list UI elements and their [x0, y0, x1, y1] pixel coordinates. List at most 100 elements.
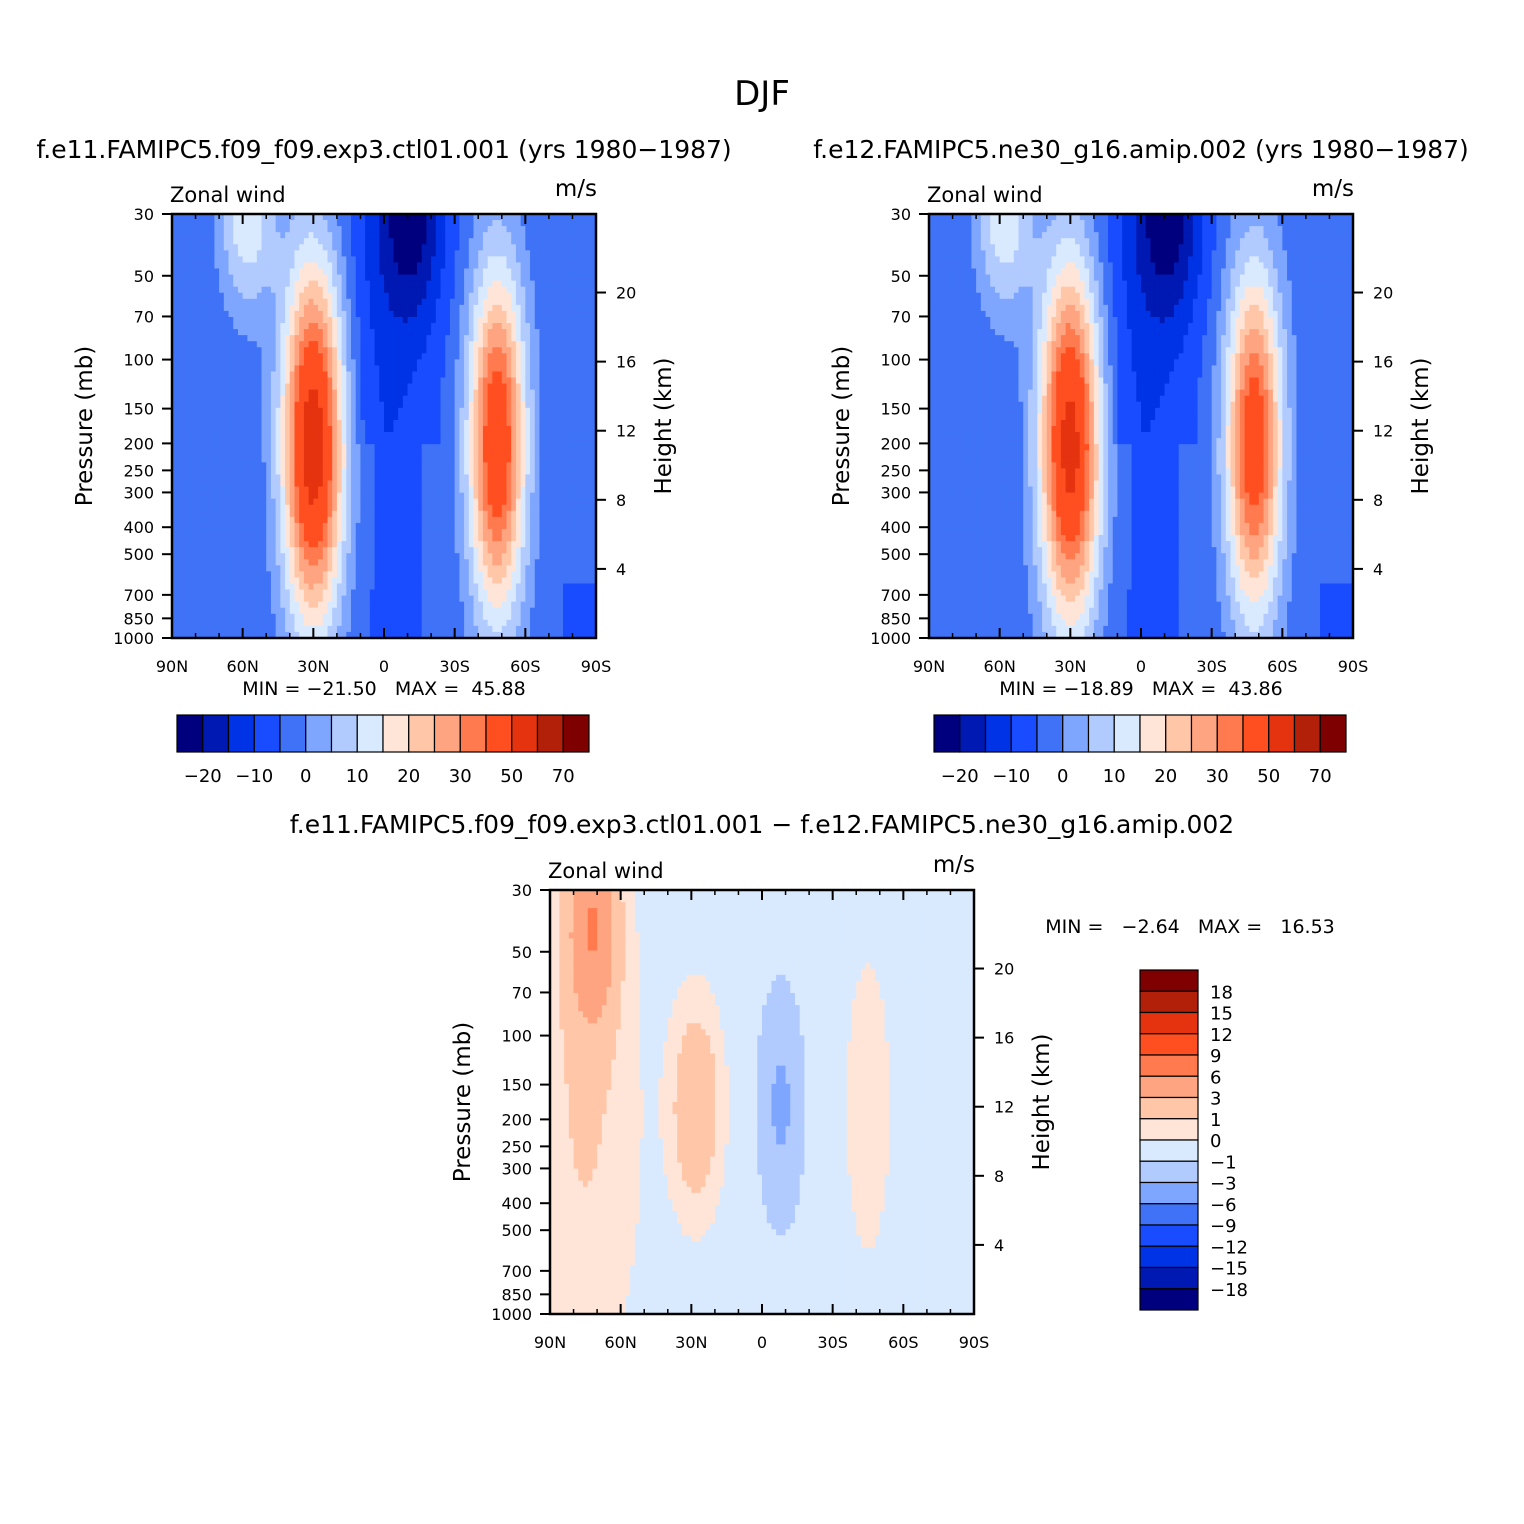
contour-cell — [243, 408, 248, 415]
contour-cell — [196, 523, 201, 530]
contour-cell — [393, 269, 398, 276]
contour-cell — [299, 281, 304, 288]
contour-cell — [572, 468, 577, 475]
contour-cell — [478, 341, 483, 348]
contour-cell — [375, 450, 380, 457]
contour-cell — [177, 426, 182, 433]
contour-cell — [408, 226, 413, 233]
contour-cell — [280, 535, 285, 542]
contour-cell — [384, 353, 389, 360]
contour-cell — [417, 293, 422, 300]
contour-cell — [408, 414, 413, 421]
contour-cell — [229, 305, 234, 312]
contour-cell — [384, 481, 389, 488]
contour-cell — [582, 408, 587, 415]
contour-cell — [577, 408, 582, 415]
contour-cell — [478, 390, 483, 397]
contour-cell — [332, 347, 337, 354]
contour-cell — [214, 499, 219, 506]
contour-cell — [525, 287, 530, 294]
contour-cell — [205, 511, 210, 518]
contour-cell — [313, 353, 318, 360]
contour-cell — [285, 311, 290, 318]
contour-cell — [563, 299, 568, 306]
contour-cell — [276, 511, 281, 518]
contour-cell — [455, 402, 460, 409]
contour-cell — [497, 390, 502, 397]
contour-cell — [445, 493, 450, 500]
contour-cell — [262, 269, 267, 276]
contour-cell — [502, 341, 507, 348]
contour-cell — [360, 317, 365, 324]
contour-cell — [342, 378, 347, 385]
contour-cell — [530, 262, 535, 269]
contour-cell — [313, 299, 318, 306]
contour-cell — [516, 414, 521, 421]
contour-cell — [417, 505, 422, 512]
contour-cell — [332, 523, 337, 530]
contour-cell — [511, 402, 516, 409]
contour-cell — [525, 499, 530, 506]
contour-cell — [483, 244, 488, 251]
contour-cell — [224, 329, 229, 336]
contour-cell — [370, 250, 375, 257]
contour-cell — [474, 505, 479, 512]
contour-cell — [554, 275, 559, 282]
contour-cell — [200, 305, 205, 312]
contour-cell — [177, 511, 182, 518]
contour-cell — [186, 547, 191, 554]
contour-cell — [483, 481, 488, 488]
contour-cell — [327, 220, 332, 227]
contour-cell — [252, 456, 257, 463]
contour-cell — [252, 335, 257, 342]
contour-cell — [200, 293, 205, 300]
contour-cell — [417, 238, 422, 245]
contour-cell — [323, 232, 328, 239]
contour-cell — [243, 323, 248, 330]
contour-cell — [233, 317, 238, 324]
contour-cell — [530, 281, 535, 288]
contour-cell — [431, 438, 436, 445]
contour-cell — [563, 432, 568, 439]
contour-cell — [210, 365, 215, 372]
contour-cell — [558, 426, 563, 433]
contour-cell — [365, 269, 370, 276]
contour-cell — [276, 456, 281, 463]
contour-cell — [346, 444, 351, 451]
contour-cell — [384, 275, 389, 282]
contour-cell — [257, 371, 262, 378]
contour-cell — [384, 299, 389, 306]
contour-cell — [502, 365, 507, 372]
contour-cell — [276, 414, 281, 421]
contour-cell — [521, 432, 526, 439]
contour-cell — [271, 450, 276, 457]
contour-cell — [375, 293, 380, 300]
contour-cell — [492, 402, 497, 409]
contour-cell — [492, 281, 497, 288]
contour-cell — [181, 390, 186, 397]
contour-cell — [271, 384, 276, 391]
contour-cell — [554, 384, 559, 391]
contour-cell — [535, 305, 540, 312]
contour-cell — [389, 256, 394, 263]
contour-cell — [384, 456, 389, 463]
contour-cell — [370, 335, 375, 342]
contour-cell — [436, 462, 441, 469]
contour-cell — [389, 281, 394, 288]
contour-cell — [247, 262, 252, 269]
contour-cell — [535, 384, 540, 391]
contour-cell — [327, 293, 332, 300]
contour-cell — [214, 408, 219, 415]
contour-cell — [539, 226, 544, 233]
contour-cell — [271, 341, 276, 348]
contour-cell — [412, 517, 417, 524]
contour-cell — [426, 378, 431, 385]
contour-cell — [219, 390, 224, 397]
contour-cell — [351, 474, 356, 481]
contour-cell — [294, 384, 299, 391]
contour-cell — [474, 329, 479, 336]
contour-cell — [224, 256, 229, 263]
contour-cell — [247, 347, 252, 354]
contour-cell — [516, 487, 521, 494]
contour-cell — [365, 353, 370, 360]
